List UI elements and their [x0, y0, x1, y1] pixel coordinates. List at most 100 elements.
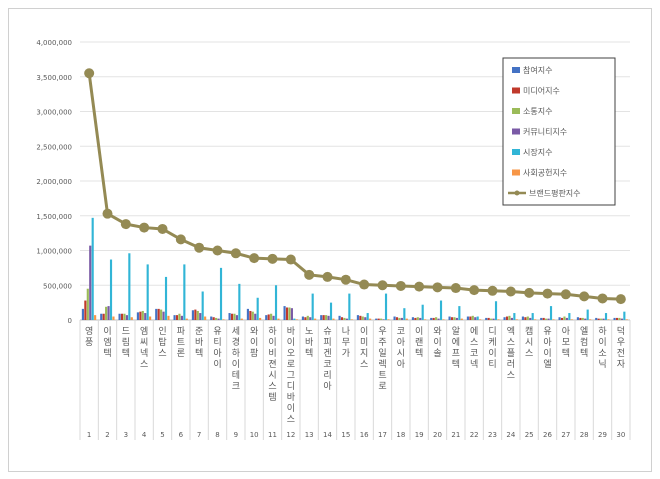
bar-미디어지수 [340, 317, 344, 320]
bar-사회공헌지수 [607, 319, 610, 320]
bar-소통지수 [453, 317, 456, 320]
bar-커뮤니티지수 [492, 318, 495, 320]
bar-소통지수 [380, 318, 383, 320]
y-tick-label: 1,500,000 [36, 213, 72, 221]
y-tick-label: 2,000,000 [36, 178, 72, 186]
legend-swatch [512, 149, 520, 155]
line-point [267, 253, 278, 264]
bar-미디어지수 [194, 309, 197, 320]
bar-참여지수 [265, 315, 268, 320]
bar-미디어지수 [285, 307, 289, 320]
bar-시장지수 [329, 302, 333, 320]
bar-참여지수 [448, 316, 451, 320]
line-point [450, 283, 461, 294]
line-point [542, 288, 553, 299]
bar-커뮤니티지수 [620, 318, 623, 320]
bar-참여지수 [155, 308, 158, 320]
bar-참여지수 [191, 310, 194, 320]
bar-커뮤니티지수 [254, 313, 257, 320]
bar-커뮤니티지수 [272, 315, 275, 320]
bar-시장지수 [531, 313, 534, 320]
bar-참여지수 [485, 317, 488, 320]
x-rank-label: 8 [215, 431, 219, 439]
bar-참여지수 [118, 313, 121, 320]
bar-미디어지수 [487, 317, 490, 320]
legend-label: 참여지수 [523, 65, 552, 75]
bar-소통지수 [141, 310, 144, 320]
bar-참여지수 [228, 313, 231, 320]
bar-미디어지수 [175, 315, 179, 320]
bar-사회공헌지수 [479, 319, 482, 320]
bar-사회공헌지수 [387, 319, 390, 320]
bar-참여지수 [100, 313, 103, 320]
legend-label: 시장지수 [523, 147, 552, 157]
line-point [322, 271, 333, 282]
bar-시장지수 [439, 300, 443, 320]
bar-미디어지수 [249, 310, 252, 320]
bar-참여지수 [173, 315, 176, 320]
bar-사회공헌지수 [369, 318, 372, 320]
bar-시장지수 [183, 264, 186, 320]
x-rank-label: 19 [415, 431, 424, 439]
bar-미디어지수 [579, 317, 582, 320]
bar-커뮤니티지수 [565, 317, 568, 320]
x-rank-label: 7 [197, 431, 201, 439]
bar-참여지수 [356, 315, 359, 320]
bar-미디어지수 [157, 308, 160, 320]
bar-사회공헌지수 [130, 317, 133, 320]
bar-미디어지수 [469, 316, 472, 320]
x-rank-label: 4 [142, 431, 147, 439]
bar-소통지수 [178, 313, 181, 320]
bar-미디어지수 [395, 317, 399, 320]
x-rank-label: 26 [543, 431, 552, 439]
bar-사회공헌지수 [350, 319, 353, 320]
bar-소통지수 [416, 317, 419, 320]
line-point [469, 285, 480, 296]
bar-미디어지수 [615, 317, 619, 320]
bar-미디어지수 [524, 317, 527, 320]
bar-시장지수 [164, 276, 168, 320]
bar-참여지수 [246, 308, 249, 320]
bar-커뮤니티지수 [217, 318, 220, 320]
bar-사회공헌지수 [497, 319, 500, 320]
bar-소통지수 [563, 316, 566, 320]
bar-사회공헌지수 [460, 318, 463, 320]
line-point [84, 68, 95, 79]
bar-커뮤니티지수 [437, 318, 440, 320]
bar-사회공헌지수 [149, 316, 152, 320]
bar-참여지수 [540, 317, 543, 320]
y-tick-label: 500,000 [43, 282, 72, 290]
bar-시장지수 [238, 283, 241, 320]
bar-소통지수 [123, 313, 126, 320]
bar-사회공헌지수 [167, 315, 170, 320]
line-point [615, 294, 626, 305]
bar-사회공헌지수 [625, 319, 628, 320]
bar-미디어지수 [414, 317, 417, 320]
bar-소통지수 [325, 315, 328, 320]
bar-사회공헌지수 [589, 319, 592, 320]
bar-커뮤니티지수 [455, 317, 458, 320]
line-point [560, 289, 571, 300]
bar-소통지수 [233, 313, 236, 320]
bar-시장지수 [219, 267, 223, 320]
bar-소통지수 [270, 313, 273, 320]
bar-커뮤니티지수 [474, 317, 477, 320]
bar-시장지수 [458, 306, 461, 320]
line-point [340, 274, 351, 285]
bar-참여지수 [521, 316, 524, 320]
bar-시장지수 [384, 293, 388, 320]
bar-참여지수 [393, 316, 396, 320]
bar-사회공헌지수 [259, 317, 262, 320]
bar-미디어지수 [120, 313, 124, 320]
bar-사회공헌지수 [570, 319, 573, 320]
bar-소통지수 [86, 288, 89, 320]
